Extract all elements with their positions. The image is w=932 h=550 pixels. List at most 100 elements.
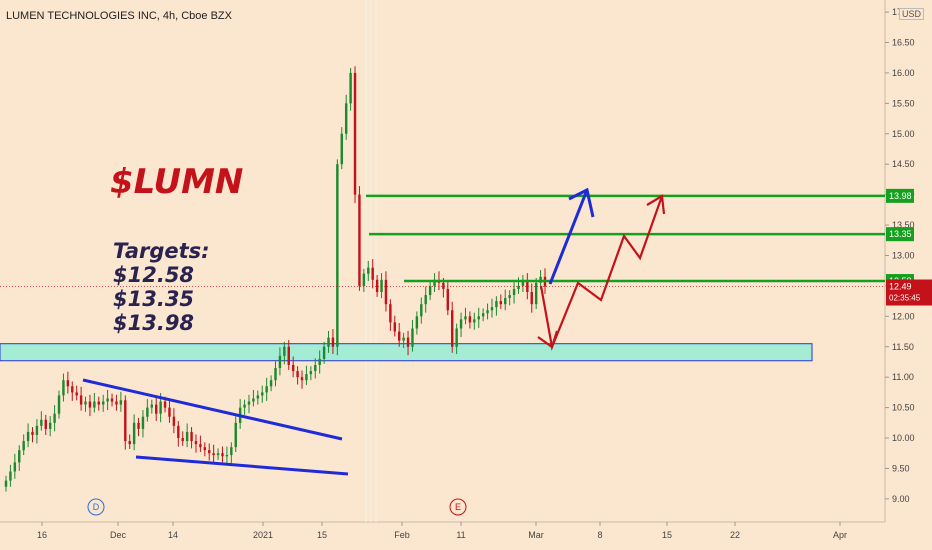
candle	[93, 401, 96, 408]
last-price-tag	[886, 279, 932, 306]
candle	[216, 453, 220, 456]
candle	[499, 301, 503, 305]
target-2: $13.35	[113, 287, 195, 311]
candle	[309, 371, 313, 375]
candle	[247, 401, 251, 405]
candle	[287, 346, 290, 366]
candle	[79, 395, 83, 405]
candle	[40, 419, 43, 426]
candle	[358, 194, 361, 286]
candle	[137, 422, 140, 429]
candle	[172, 416, 176, 426]
candle	[261, 392, 264, 396]
candle	[124, 400, 127, 442]
candle	[375, 279, 379, 292]
candle	[459, 319, 463, 329]
candle	[88, 401, 92, 408]
currency-label[interactable]: USD	[899, 8, 925, 20]
y-tick-label: 13.50	[892, 220, 915, 230]
candle	[203, 447, 207, 451]
level-price-tag-label: 13.98	[889, 191, 912, 201]
candle	[44, 419, 47, 429]
x-tick-label: 15	[662, 530, 672, 540]
candle	[314, 365, 317, 372]
candle	[415, 316, 419, 329]
projection-zigzag-line	[539, 195, 664, 351]
candle	[66, 380, 70, 387]
y-tick-label: 10.50	[892, 403, 915, 413]
candle	[468, 316, 472, 323]
candle	[495, 301, 498, 308]
y-tick-label: 16.00	[892, 68, 915, 78]
candle	[442, 282, 445, 289]
candle	[97, 401, 100, 405]
candle	[4, 480, 8, 487]
candle	[517, 285, 520, 289]
x-tick-label: 8	[597, 530, 602, 540]
candle	[208, 450, 211, 454]
candle	[265, 386, 268, 393]
candle	[340, 133, 343, 165]
candle	[168, 407, 171, 417]
candle	[473, 319, 476, 323]
candle	[212, 453, 215, 456]
candle	[530, 291, 533, 305]
projection-zigzag-arrowhead	[646, 194, 666, 215]
candle	[141, 416, 145, 429]
y-tick-label: 10.00	[892, 433, 915, 443]
candle	[128, 441, 131, 445]
candle	[26, 431, 30, 442]
x-tick-label: 14	[168, 530, 178, 540]
candle	[181, 438, 184, 442]
candle	[119, 400, 123, 405]
projection-dip-arrowhead	[537, 330, 559, 349]
candle	[57, 395, 61, 414]
earnings-event-marker	[449, 498, 467, 516]
candle	[362, 273, 366, 286]
candle	[504, 298, 507, 305]
candle	[420, 304, 423, 317]
wedge-lower-trendline	[135, 455, 349, 476]
candle	[101, 401, 105, 405]
candle	[9, 471, 12, 481]
target-1: $12.58	[113, 263, 195, 287]
candle	[62, 380, 65, 396]
candle	[75, 392, 78, 396]
candle	[305, 374, 308, 381]
candle	[349, 72, 352, 104]
y-tick-label: 12.00	[892, 311, 915, 321]
x-tick-label: Mar	[528, 530, 544, 540]
candle	[331, 337, 335, 347]
candle	[397, 331, 401, 341]
candle	[291, 365, 295, 372]
candle	[252, 398, 255, 402]
candle	[146, 407, 149, 417]
y-tick-label: 9.50	[892, 463, 910, 473]
y-tick-label: 15.00	[892, 129, 915, 139]
candle	[344, 103, 348, 134]
candle	[190, 431, 193, 442]
x-tick-label: Dec	[110, 530, 127, 540]
candle	[221, 453, 224, 457]
candle	[534, 282, 538, 305]
candle	[402, 337, 405, 341]
dividend-event-label: D	[93, 502, 100, 512]
candle	[234, 422, 237, 448]
candle	[110, 398, 114, 402]
candle	[455, 328, 458, 347]
dividend-event-marker	[87, 498, 105, 516]
y-tick-label: 14.50	[892, 159, 915, 169]
candle	[481, 313, 485, 317]
candle	[71, 386, 74, 393]
candle	[269, 380, 273, 387]
candle	[154, 404, 158, 414]
y-tick-label: 15.50	[892, 98, 915, 108]
candle	[424, 295, 427, 305]
candle	[300, 377, 304, 381]
candle	[84, 401, 87, 405]
countdown-label: 02:35:45	[889, 294, 921, 303]
x-tick-label: 22	[730, 530, 740, 540]
candle	[477, 316, 480, 320]
candle	[283, 346, 286, 356]
